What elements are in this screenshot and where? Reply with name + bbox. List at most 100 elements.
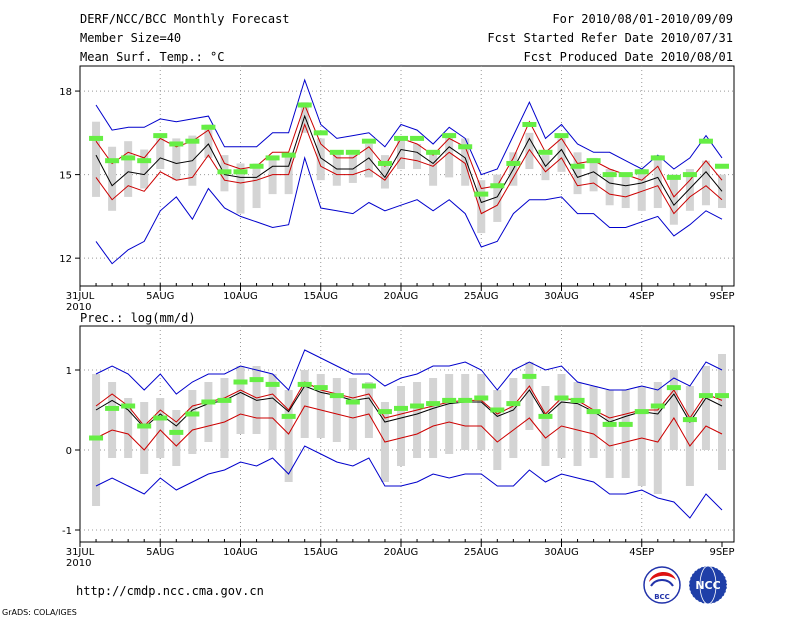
temp-spread-bar [557, 138, 566, 172]
precip-spread-bar [589, 386, 598, 458]
precip-spread-bar [493, 390, 502, 470]
temp-spread-bar [92, 121, 101, 197]
bcc-logo-swirl-red [649, 571, 676, 582]
precip-spread-bar [156, 398, 165, 458]
precip-observed-marker [682, 417, 697, 423]
temp-xtick-label: 20AUG [384, 291, 419, 302]
precip-spread-bar [397, 386, 405, 466]
temp-spread-bar [364, 143, 373, 178]
temp-observed-marker [329, 149, 344, 155]
temp-observed-marker [377, 160, 392, 166]
temp-observed-marker [490, 183, 505, 189]
precip-observed-marker [153, 415, 168, 421]
precip-observed-marker [490, 407, 505, 413]
precip-spread-bar [300, 370, 309, 438]
temp-observed-marker [394, 135, 408, 141]
precip-spread-bar [188, 390, 197, 454]
precip-observed-marker [666, 385, 681, 391]
precip-observed-marker [698, 393, 713, 399]
temp-observed-marker [682, 172, 697, 178]
precip-spread-bar [268, 374, 277, 450]
precip-spread-bar [332, 378, 341, 442]
temp-observed-marker [458, 144, 473, 150]
header-start-date: Fcst Started Refer Date 2010/07/31 [487, 31, 733, 45]
temp-xtick-label: 31JUL [66, 291, 95, 302]
precip-xtick-label: 20AUG [384, 547, 419, 558]
precip-observed-marker [426, 401, 441, 407]
temp-observed-marker [89, 135, 104, 141]
precip-observed-marker [121, 403, 136, 409]
header-title: DERF/NCC/BCC Monthly Forecast [80, 12, 290, 26]
precip-observed-marker [554, 395, 569, 401]
precip-spread-bar [172, 410, 181, 466]
precip-observed-marker [570, 397, 585, 403]
temp-xtick-label: 10AUG [223, 291, 258, 302]
temp-spread-bar [637, 169, 646, 211]
temp-lower-line [95, 122, 723, 215]
temp-observed-marker [201, 124, 216, 130]
precip-mean-line [95, 385, 723, 429]
precip-spread-bar [573, 382, 582, 466]
temp-spread-bar [316, 138, 325, 181]
temp-spread-bar [605, 169, 614, 206]
precip-spread-bar [429, 378, 438, 458]
precip-spread-bar [621, 390, 630, 478]
temp-spread-bar [204, 124, 213, 158]
precip-observed-marker [458, 397, 473, 403]
precip-upper-line [95, 381, 723, 427]
temp-spread-bar [621, 174, 630, 209]
temp-observed-marker [650, 155, 665, 161]
temp-observed-marker [265, 155, 280, 161]
precip-observed-marker [345, 399, 360, 405]
precip-spread-bar [316, 374, 325, 438]
temp-observed-marker [474, 191, 489, 197]
temp-spread-bar [461, 138, 470, 186]
temp-min-line [95, 156, 723, 265]
temp-spread-bar [156, 138, 165, 170]
temp-ytick-label: 15 [59, 171, 72, 182]
precip-spread-bar [461, 374, 470, 450]
precip-observed-marker [329, 393, 344, 399]
grads-credit: GrADS: COLA/IGES [2, 608, 77, 617]
temp-spread-bar [268, 157, 277, 195]
ncc-logo-globe [689, 566, 727, 604]
precip-plot-frame [79, 325, 735, 543]
temp-observed-marker [586, 158, 601, 164]
bcc-logo: BCC [643, 566, 681, 604]
temp-spread-bar [493, 174, 502, 222]
precip-xtick-label: 15AUG [303, 547, 338, 558]
precip-observed-marker [201, 399, 216, 405]
precip-observed-marker [586, 409, 601, 415]
temp-spread-bar [573, 152, 582, 195]
precip-observed-marker [281, 413, 296, 419]
precip-xtick-label: 10AUG [223, 547, 258, 558]
precip-panel: -1 0 1 31JUL 5AUG 10AUG 15AUG 20AUG 25AUG 30AUG 4S… [62, 325, 735, 569]
precip-observed-marker [233, 379, 248, 385]
temp-spread-bar [252, 163, 261, 209]
precip-xtick-label: 25AUG [464, 547, 499, 558]
precip-observed-marker [297, 381, 312, 387]
precip-xtick-label: 5AUG [146, 547, 174, 558]
temp-mean-line [95, 114, 723, 207]
temp-observed-marker [137, 158, 152, 164]
temp-spread-bar [445, 132, 454, 178]
temp-observed-marker [634, 169, 649, 175]
temp-spread-bar [477, 180, 486, 234]
temperature-panel: 12 15 18 31JUL 5AUG 10AUG 15AUG 20AUG 25AUG 30AUG… [59, 65, 735, 313]
precip-observed-marker [522, 373, 537, 379]
precip-observed-marker [185, 411, 200, 417]
temp-xtick-label: 5AUG [146, 291, 174, 302]
temp-observed-marker [426, 149, 441, 155]
temp-observed-marker [698, 138, 713, 144]
precip-spread-bar [701, 366, 710, 450]
temp-spread-bar [669, 174, 678, 225]
header-period: For 2010/08/01-2010/09/09 [552, 12, 733, 26]
precip-spread-bar [509, 378, 518, 458]
temp-observed-marker [105, 158, 120, 164]
header-produced-date: Fcst Produced Date 2010/08/01 [523, 50, 733, 64]
precip-observed-marker [650, 403, 665, 409]
precip-spread-bar [364, 382, 373, 438]
precip-observed-marker [410, 403, 425, 409]
precip-spread-bar [220, 378, 229, 458]
